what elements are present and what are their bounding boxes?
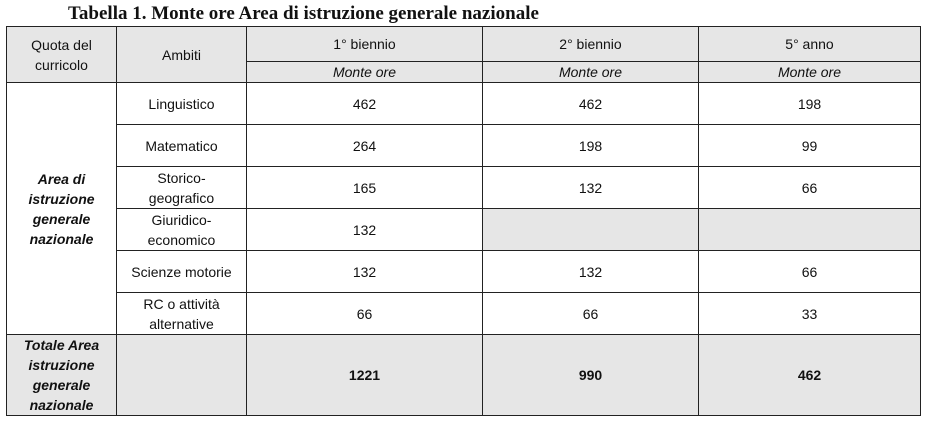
- header-col-5-anno: 5° anno: [698, 26, 921, 62]
- header-quota: Quota del curricolo: [6, 26, 117, 83]
- table-row: Storico-geografico 165 132 66: [7, 166, 921, 209]
- value-cell: 66: [246, 292, 483, 335]
- total-label-text: Totale Area istruzione generale nazional…: [23, 337, 100, 413]
- table-row: RC o attività alternative 66 66 33: [7, 292, 921, 335]
- value-cell: 198: [698, 82, 921, 125]
- area-label-text: Area di istruzione generale nazionale: [28, 170, 95, 247]
- ambito-cell: Scienze motorie: [116, 250, 247, 293]
- table-row: Matematico 264 198 99: [7, 124, 921, 167]
- hours-table: Quota del curricolo Ambiti 1° biennio 2°…: [6, 26, 921, 416]
- subheader-monte-ore-3: Monte ore: [698, 61, 921, 83]
- value-cell: 198: [482, 124, 699, 167]
- value-cell: 132: [246, 250, 483, 293]
- total-label: Totale Area istruzione generale nazional…: [6, 334, 117, 416]
- area-label: Area di istruzione generale nazionale: [6, 82, 117, 335]
- value-cell: 132: [246, 208, 483, 251]
- ambito-cell: Matematico: [116, 124, 247, 167]
- value-cell: 99: [698, 124, 921, 167]
- total-empty-cell: [116, 334, 247, 416]
- ambito-cell: Storico-geografico: [116, 166, 247, 209]
- ambito-text: RC o attività alternative: [143, 295, 220, 332]
- empty-cell: [698, 208, 921, 251]
- value-cell: 66: [698, 250, 921, 293]
- header-row: Quota del curricolo Ambiti 1° biennio 2°…: [6, 26, 921, 83]
- header-ambiti: Ambiti: [116, 26, 247, 83]
- ambito-cell: Giuridico-economico: [116, 208, 247, 251]
- ambito-text: Giuridico-economico: [147, 211, 216, 248]
- value-cell: 132: [482, 250, 699, 293]
- value-cell: 462: [246, 82, 483, 125]
- empty-cell: [482, 208, 699, 251]
- value-cell: 264: [246, 124, 483, 167]
- ambito-text: Storico-geografico: [148, 169, 215, 206]
- value-cell: 66: [698, 166, 921, 209]
- total-value-1: 1221: [246, 334, 483, 416]
- value-cell: 132: [482, 166, 699, 209]
- header-col-1-biennio: 1° biennio: [246, 26, 483, 62]
- total-value-2: 990: [482, 334, 699, 416]
- value-cell: 66: [482, 292, 699, 335]
- header-col-2-biennio: 2° biennio: [482, 26, 699, 62]
- value-cell: 33: [698, 292, 921, 335]
- table-row: Giuridico-economico 132: [7, 208, 921, 251]
- ambito-cell: RC o attività alternative: [116, 292, 247, 335]
- ambito-cell: Linguistico: [116, 82, 247, 125]
- total-row: Totale Area istruzione generale nazional…: [6, 334, 921, 416]
- subheader-monte-ore-1: Monte ore: [246, 61, 483, 83]
- table-row: Area di istruzione generale nazionale Li…: [6, 82, 921, 335]
- table-caption: Tabella 1. Monte ore Area di istruzione …: [68, 3, 539, 24]
- value-cell: 165: [246, 166, 483, 209]
- total-value-3: 462: [698, 334, 921, 416]
- subheader-monte-ore-2: Monte ore: [482, 61, 699, 83]
- table-row: Scienze motorie 132 132 66: [7, 250, 921, 293]
- subheader-row: Monte ore Monte ore Monte ore: [7, 61, 921, 83]
- value-cell: 462: [482, 82, 699, 125]
